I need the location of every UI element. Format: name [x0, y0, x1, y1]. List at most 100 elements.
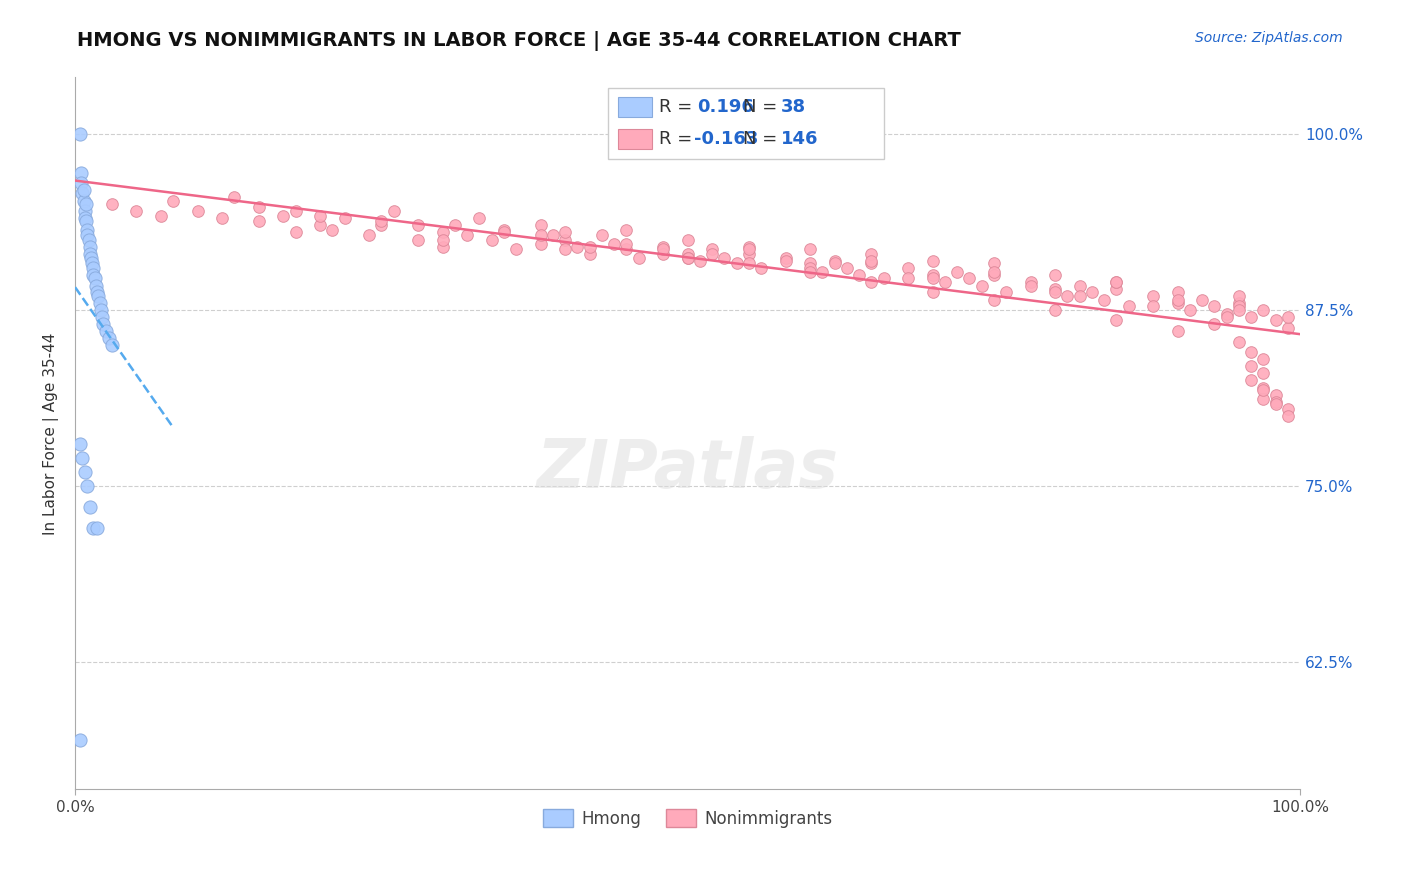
Point	[75, 214, 97, 228]
Point	[1105, 275, 1128, 289]
Point	[676, 251, 699, 265]
Point	[1251, 303, 1274, 318]
Point	[309, 209, 332, 223]
Point	[983, 265, 1005, 279]
Point	[432, 233, 454, 247]
Point	[406, 233, 429, 247]
Point	[970, 279, 993, 293]
Point	[82, 260, 104, 275]
Point	[1118, 299, 1140, 313]
Point	[76, 479, 98, 493]
Point	[897, 270, 920, 285]
Point	[370, 214, 392, 228]
Point	[529, 219, 551, 233]
Point	[921, 268, 943, 282]
Point	[799, 243, 821, 257]
Text: -0.163: -0.163	[693, 129, 758, 148]
Point	[321, 222, 343, 236]
Point	[1215, 310, 1237, 324]
Point	[1240, 310, 1263, 324]
Point	[149, 209, 172, 223]
Point	[69, 127, 91, 141]
Point	[529, 228, 551, 243]
Point	[432, 239, 454, 253]
FancyBboxPatch shape	[617, 97, 652, 118]
Point	[247, 214, 270, 228]
Point	[1264, 394, 1286, 409]
Point	[187, 204, 209, 219]
Point	[82, 268, 104, 282]
Point	[72, 186, 94, 200]
Point	[591, 228, 613, 243]
Point	[700, 243, 723, 257]
Point	[957, 270, 980, 285]
Text: 0.196: 0.196	[697, 98, 754, 116]
Point	[86, 521, 108, 535]
Point	[872, 270, 894, 285]
Point	[983, 293, 1005, 307]
Point	[1251, 352, 1274, 367]
Point	[98, 331, 121, 345]
Point	[73, 183, 96, 197]
FancyBboxPatch shape	[607, 88, 883, 160]
Point	[529, 236, 551, 251]
Point	[101, 338, 124, 352]
Point	[1277, 321, 1299, 335]
Point	[273, 209, 295, 223]
Point	[738, 256, 761, 270]
Point	[1043, 303, 1066, 318]
Point	[860, 275, 883, 289]
Point	[1227, 296, 1250, 310]
Point	[799, 265, 821, 279]
Point	[614, 222, 637, 236]
Point	[614, 236, 637, 251]
Text: N =: N =	[742, 98, 778, 116]
Point	[567, 239, 589, 253]
Point	[1240, 359, 1263, 374]
Point	[1264, 387, 1286, 401]
Point	[1043, 282, 1066, 296]
Point	[652, 246, 675, 260]
Point	[713, 251, 735, 265]
Point	[1142, 289, 1164, 303]
Point	[1167, 296, 1189, 310]
Point	[76, 222, 98, 236]
Point	[676, 251, 699, 265]
Text: 146: 146	[780, 129, 818, 148]
Point	[689, 253, 711, 268]
Point	[676, 233, 699, 247]
Point	[73, 204, 96, 219]
Point	[995, 285, 1018, 299]
Point	[86, 285, 108, 299]
Point	[492, 222, 515, 236]
Point	[1227, 299, 1250, 313]
Point	[73, 211, 96, 226]
Point	[333, 211, 356, 226]
Point	[1167, 293, 1189, 307]
Point	[835, 260, 858, 275]
Point	[72, 450, 94, 465]
Point	[738, 246, 761, 260]
Point	[554, 226, 576, 240]
Point	[91, 310, 114, 324]
Point	[824, 253, 846, 268]
Point	[1251, 380, 1274, 394]
Point	[70, 176, 93, 190]
Point	[83, 270, 105, 285]
Point	[700, 246, 723, 260]
Point	[382, 204, 405, 219]
Point	[1167, 285, 1189, 299]
Point	[1056, 289, 1078, 303]
Point	[1142, 299, 1164, 313]
Point	[82, 521, 104, 535]
Point	[921, 253, 943, 268]
Point	[1191, 293, 1213, 307]
Point	[1227, 303, 1250, 318]
Point	[627, 251, 650, 265]
Point	[676, 246, 699, 260]
Point	[94, 324, 117, 338]
Point	[897, 260, 920, 275]
Point	[432, 226, 454, 240]
Point	[73, 465, 96, 479]
Point	[983, 268, 1005, 282]
